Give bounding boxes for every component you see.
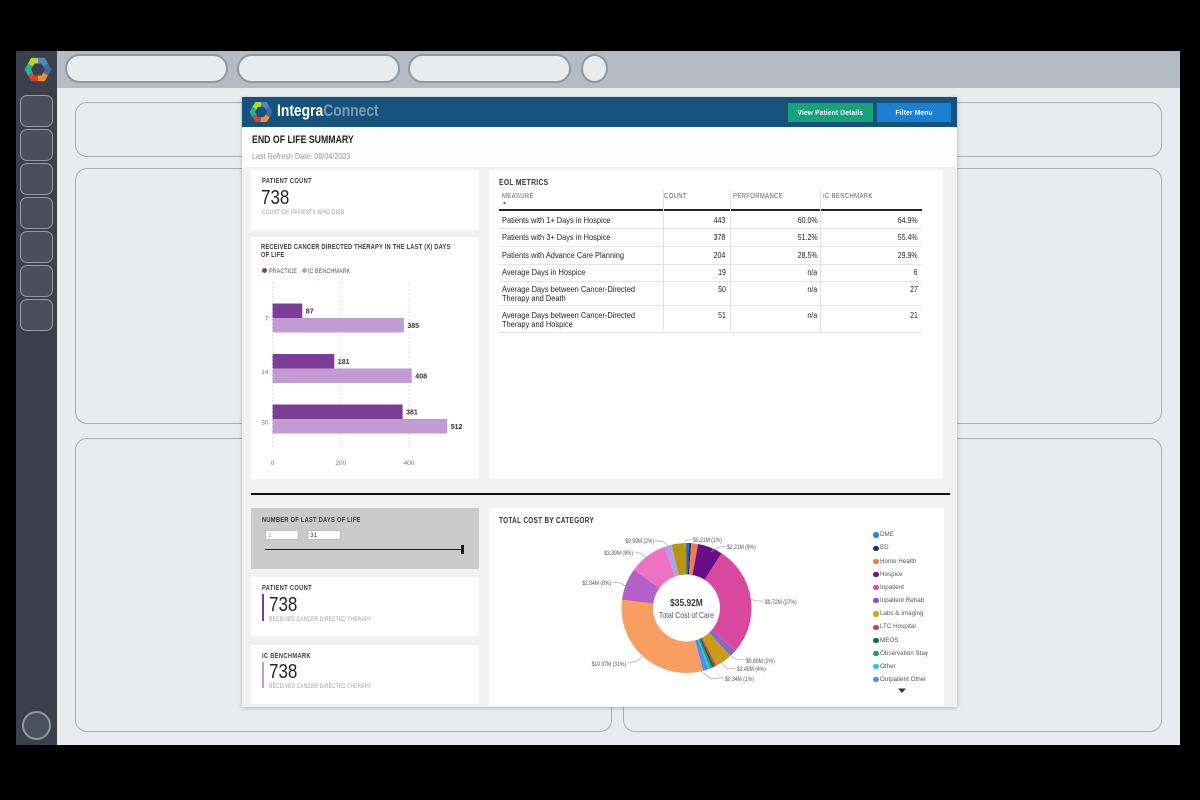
svg-text:7: 7 [265, 315, 269, 322]
svg-text:0: 0 [271, 460, 275, 467]
svg-text:400: 400 [404, 460, 415, 467]
svg-text:87: 87 [306, 308, 314, 315]
svg-text:512: 512 [451, 423, 463, 430]
svg-text:385: 385 [407, 322, 419, 329]
svg-text:14: 14 [261, 369, 269, 376]
svg-text:381: 381 [406, 409, 418, 416]
svg-text:200: 200 [335, 460, 346, 467]
svg-text:181: 181 [338, 358, 350, 365]
svg-text:30: 30 [261, 419, 269, 426]
svg-text:408: 408 [415, 373, 427, 380]
